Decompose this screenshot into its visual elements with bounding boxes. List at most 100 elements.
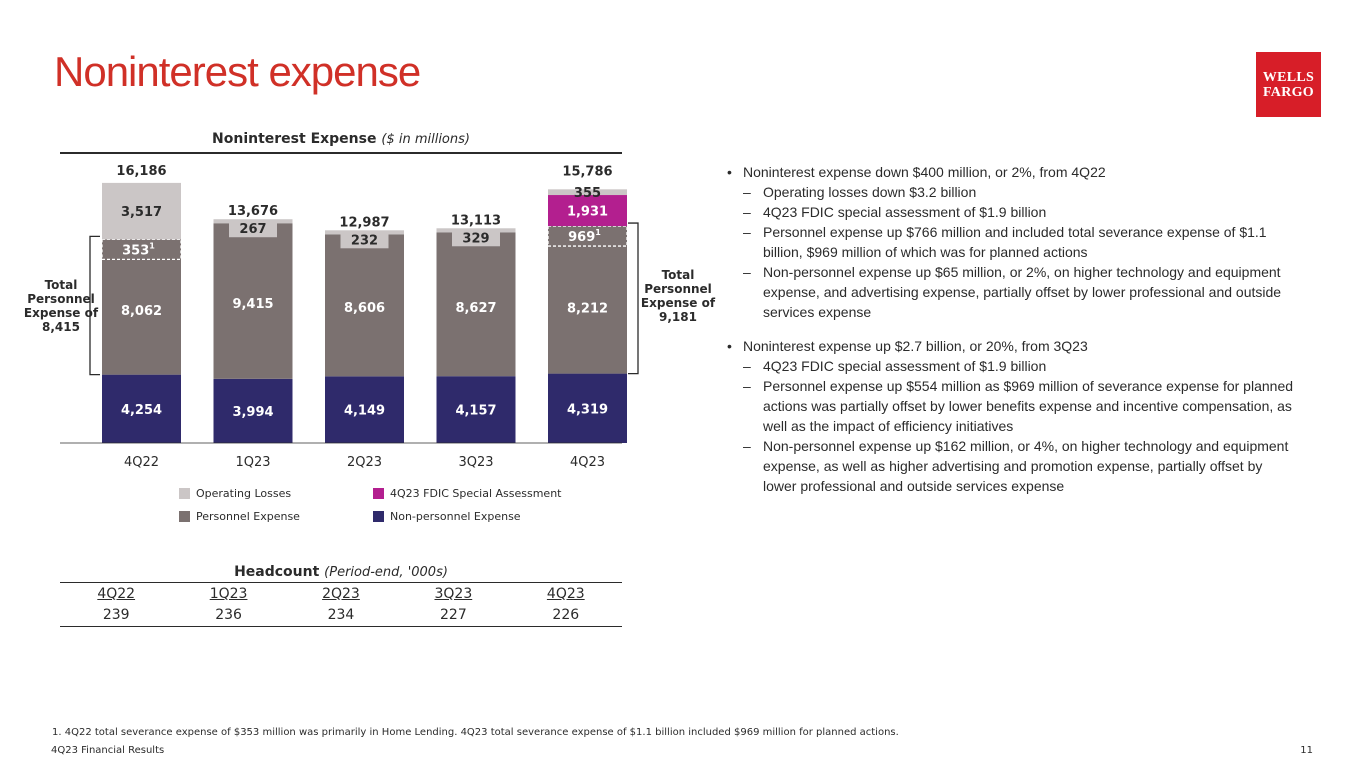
bar-operating-losses [548, 189, 627, 196]
bar-label-personnel: 9,415 [232, 297, 273, 312]
legend-swatch [373, 511, 384, 522]
headcount-value: 239 [60, 604, 173, 627]
severance-tag [452, 229, 500, 247]
category-label: 2Q23 [347, 455, 382, 470]
bar-label-severance: 9691 [568, 228, 601, 245]
sub-bullet-item: –4Q23 FDIC special assessment of $1.9 bi… [743, 356, 1297, 376]
severance-dashed-box [547, 225, 628, 247]
sub-bullet-item: –4Q23 FDIC special assessment of $1.9 bi… [743, 202, 1297, 222]
bar-label-fdic: 1,931 [567, 205, 608, 220]
legend-non-personnel-expense: Non-personnel Expense [373, 510, 521, 523]
legend-personnel-expense: Personnel Expense [179, 510, 300, 523]
commentary-bullets: • Noninterest expense down $400 million,… [727, 162, 1297, 496]
bar-non-personnel [436, 376, 516, 443]
bar-label-operating-losses: 355 [574, 186, 601, 201]
legend-label: Personnel Expense [196, 510, 300, 523]
bullet-text: Noninterest expense up $2.7 billion, or … [743, 338, 1088, 354]
page-number: 11 [1300, 745, 1313, 756]
bar-personnel [213, 223, 293, 379]
bar-label-severance: 267 [239, 222, 266, 237]
bar-total-label: 13,676 [228, 204, 278, 219]
sub-bullet-item: – Non-personnel expense up $65 million, o… [743, 262, 1297, 322]
bar-label-personnel: 8,062 [121, 304, 162, 319]
bar-total-label: 15,786 [562, 164, 612, 179]
severance-tag [340, 231, 389, 249]
headcount-value: 234 [284, 604, 398, 627]
bar-label-non-personnel: 4,319 [567, 402, 608, 417]
headcount-value: 227 [397, 604, 510, 627]
bar-label-severance: 3531 [122, 241, 155, 258]
bar-label-non-personnel: 4,149 [344, 404, 385, 419]
bar-label-non-personnel: 4,254 [121, 403, 162, 418]
dash-icon: – [743, 264, 751, 280]
bar-label-personnel: 8,627 [455, 301, 496, 316]
legend-label: 4Q23 FDIC Special Assessment [390, 487, 562, 500]
legend-swatch [373, 488, 384, 499]
bar-personnel [548, 226, 627, 374]
sub-bullet-text: 4Q23 FDIC special assessment of $1.9 bil… [763, 204, 1047, 220]
dash-icon: – [743, 184, 751, 200]
sub-bullet-text: Personnel expense up $554 million as $96… [763, 378, 1294, 434]
headcount-title: Headcount (Period-end, '000s) [60, 564, 622, 580]
bar-label-non-personnel: 3,994 [232, 405, 273, 420]
sub-bullet-list: –4Q23 FDIC special assessment of $1.9 bi… [743, 356, 1297, 496]
bar-total-label: 12,987 [339, 215, 389, 230]
bar-label-personnel: 8,212 [567, 302, 608, 317]
category-label: 4Q22 [124, 455, 159, 470]
left-side-label-line: 8,415 [42, 320, 80, 334]
bar-label-personnel: 8,606 [344, 301, 385, 316]
left-bracket [89, 235, 100, 376]
sub-bullet-text: Non-personnel expense up $162 million, o… [763, 438, 1289, 494]
headcount-table: 4Q22 1Q23 2Q23 3Q23 4Q23 239 236 234 227… [60, 582, 622, 627]
sub-bullet-item: – Personnel expense up $554 million as $9… [743, 376, 1297, 436]
logo-line-2: FARGO [1262, 84, 1314, 100]
footnote: 1. 4Q22 total severance expense of $353 … [52, 727, 899, 738]
category-label: 1Q23 [235, 455, 270, 470]
bar-total-label: 13,113 [451, 213, 501, 228]
legend-fdic-assessment: 4Q23 FDIC Special Assessment [373, 487, 561, 500]
bullet-dot-icon: • [727, 338, 732, 354]
dash-icon: – [743, 204, 751, 220]
left-side-label-line: Personnel [27, 292, 95, 306]
headcount-title-main: Headcount [234, 564, 320, 580]
chart-title-sub: ($ in millions) [381, 132, 470, 147]
headcount-values-row: 239 236 234 227 226 [60, 604, 622, 627]
legend-swatch [179, 511, 190, 522]
left-side-label: Total Personnel Expense of 8,415 [20, 278, 102, 334]
category-label: 4Q23 [570, 455, 605, 470]
headcount-header-row: 4Q22 1Q23 2Q23 3Q23 4Q23 [60, 582, 622, 605]
headcount-column-header: 4Q22 [60, 582, 173, 605]
left-side-label-line: Total [44, 278, 78, 292]
headcount-column-header: 2Q23 [284, 582, 398, 605]
bar-non-personnel [102, 374, 181, 443]
sub-bullet-text: 4Q23 FDIC special assessment of $1.9 bil… [763, 358, 1047, 374]
sub-bullet-item: – Personnel expense up $766 million and i… [743, 222, 1297, 262]
sub-bullet-text: Personnel expense up $766 million and in… [763, 224, 1267, 260]
bar-label-severance: 329 [462, 231, 489, 246]
bar-label-non-personnel: 4,157 [455, 404, 496, 419]
footer-presentation-name: 4Q23 Financial Results [51, 745, 165, 756]
bullet-text: Noninterest expense down $400 million, o… [743, 164, 1106, 180]
headcount-title-sub: (Period-end, '000s) [324, 565, 448, 580]
bullet-item: • Noninterest expense up $2.7 billion, o… [727, 336, 1297, 356]
bar-operating-losses [102, 182, 181, 240]
right-bracket [628, 222, 639, 375]
bar-label-operating-losses: 3,517 [121, 205, 162, 220]
headcount-column-header: 1Q23 [172, 582, 285, 605]
legend-label: Non-personnel Expense [390, 510, 521, 523]
bar-personnel [436, 232, 516, 377]
legend-swatch [179, 488, 190, 499]
chart-title-main: Noninterest Expense [212, 131, 377, 147]
bar-non-personnel [213, 378, 293, 443]
page-title: Noninterest expense [54, 48, 421, 95]
headcount-value: 236 [172, 604, 285, 627]
sub-bullet-item: – Non-personnel expense up $162 million, … [743, 436, 1297, 496]
dash-icon: – [743, 224, 751, 240]
dash-icon: – [743, 378, 751, 394]
sub-bullet-list: – Operating losses down $3.2 billion –4Q2… [743, 182, 1297, 322]
bar-total-label: 16,186 [116, 164, 166, 179]
legend-operating-losses: Operating Losses [179, 487, 291, 500]
sub-bullet-item: – Operating losses down $3.2 billion [743, 182, 1297, 202]
bar-non-personnel [548, 373, 627, 443]
bar-personnel [102, 239, 181, 375]
